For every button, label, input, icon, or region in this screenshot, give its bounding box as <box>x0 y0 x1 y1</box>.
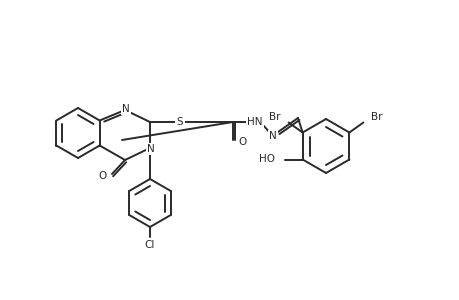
Text: Br: Br <box>269 112 280 122</box>
Text: HN: HN <box>247 117 262 127</box>
Text: HO: HO <box>258 154 274 164</box>
Text: O: O <box>238 137 246 147</box>
Text: S: S <box>176 117 183 127</box>
Text: N: N <box>122 104 129 114</box>
Text: Cl: Cl <box>145 240 155 250</box>
Text: N: N <box>269 131 276 141</box>
Text: O: O <box>99 171 107 181</box>
Text: Br: Br <box>370 112 382 122</box>
Text: N: N <box>147 144 155 154</box>
